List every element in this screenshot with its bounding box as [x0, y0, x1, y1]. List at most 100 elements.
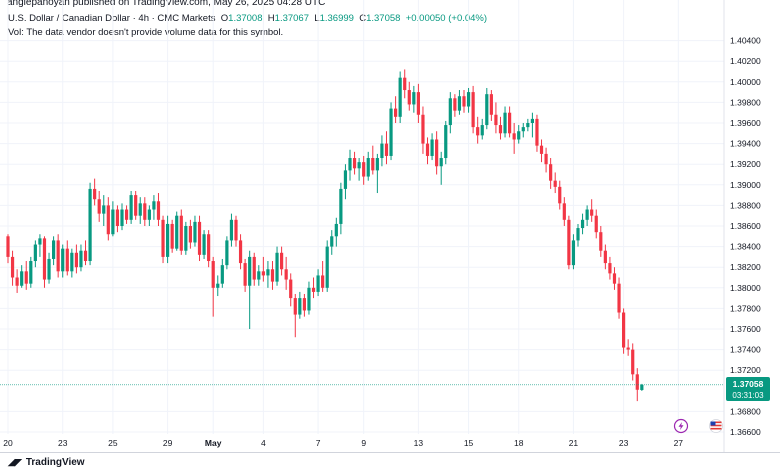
high-value: 1.37067 [274, 13, 309, 24]
candle-body [74, 252, 78, 268]
candle-body [166, 223, 170, 257]
candle-body [24, 271, 28, 284]
price-tick-label: 1.37800 [730, 303, 761, 313]
candle-body [508, 112, 512, 134]
candle-body [143, 203, 147, 220]
symbol-title[interactable]: U.S. Dollar / Canadian Dollar · 4h · CMC… [8, 13, 216, 24]
time-tick-label: 15 [464, 438, 474, 448]
time-tick-label: 4 [261, 438, 266, 448]
candle-body [466, 92, 471, 107]
time-tick-label: 7 [316, 438, 321, 448]
candle-body [188, 226, 192, 243]
candle-body [261, 271, 265, 276]
candle-body [93, 188, 97, 200]
candle-body [357, 162, 361, 169]
candle-body [211, 261, 215, 288]
footer-bar: ◢◤ TradingView [0, 452, 780, 471]
candle-body [339, 188, 343, 224]
candle-body [38, 238, 42, 245]
us-flag-icon[interactable] [709, 419, 723, 433]
candle-body [530, 118, 534, 123]
price-tick-label: 1.38400 [730, 242, 761, 252]
price-tick-label: 1.39200 [730, 159, 761, 169]
candle-body [580, 219, 585, 229]
candle-body [539, 145, 544, 154]
price-tick-label: 1.36600 [730, 427, 761, 437]
candle-body [375, 158, 379, 171]
candle-body [471, 92, 475, 128]
candle-body [6, 236, 10, 257]
candle-body [503, 112, 507, 134]
candle-body [343, 170, 348, 189]
candle-body [293, 298, 297, 315]
candle-body [617, 283, 621, 313]
candle-body [412, 92, 416, 105]
time-tick-label: 21 [569, 438, 579, 448]
candle-body [316, 275, 320, 292]
symbol-legend: U.S. Dollar / Canadian Dollar · 4h · CMC… [8, 13, 487, 24]
candle-body [311, 287, 316, 292]
time-axis[interactable]: 20 23 25 29 May 4 7 9 13 15 18 21 23 27 [3, 438, 683, 448]
candle-body [430, 139, 434, 156]
candle-body [334, 223, 338, 237]
price-tick-label: 1.40400 [730, 36, 761, 46]
candle-body [444, 125, 448, 159]
candle-body [216, 283, 220, 288]
candle-body [238, 240, 243, 264]
low-label: L [314, 13, 320, 24]
candle-body [307, 287, 311, 311]
candle-body [576, 228, 580, 241]
candle-body [83, 250, 88, 262]
time-tick-label: 25 [108, 438, 118, 448]
candle-body [635, 374, 639, 390]
candle-body [120, 209, 124, 226]
candle-body [498, 125, 503, 134]
candle-body [489, 94, 493, 115]
last-price-tag-bg [726, 377, 770, 401]
candle-body [29, 261, 33, 284]
candle-body [289, 279, 293, 299]
flash-icon[interactable] [673, 418, 689, 434]
close-value: 1.37058 [366, 13, 401, 24]
candle-body [348, 158, 352, 171]
candle-body [480, 125, 484, 136]
price-tick-label: 1.38000 [730, 283, 761, 293]
candle-body [202, 234, 206, 255]
candle-body [147, 209, 151, 220]
candle-body [403, 77, 407, 91]
candle-body [193, 221, 197, 243]
candle-body [111, 209, 115, 235]
open-label: O [220, 13, 229, 24]
candle-body [61, 248, 65, 272]
time-tick-label: 29 [163, 438, 173, 448]
candle-body [10, 256, 15, 278]
change-value: +0.00050 (+0.04%) [405, 13, 488, 24]
candle-body [494, 114, 498, 126]
time-tick-label: 23 [58, 438, 68, 448]
candle-body [284, 269, 288, 280]
candle-body [416, 92, 420, 115]
candle-body [20, 271, 24, 286]
price-axis[interactable]: 1.40400 1.40200 1.40000 1.39800 1.39600 1.394… [730, 36, 761, 437]
candle-body [325, 246, 329, 288]
candle-body [553, 180, 557, 187]
candle-body [175, 215, 179, 249]
candle-body [184, 226, 188, 251]
tradingview-logo-text: TradingView [25, 457, 85, 468]
candle-body [225, 240, 229, 266]
candle-body [280, 252, 284, 270]
candlestick-chart[interactable]: 1.40400 1.40200 1.40000 1.39800 1.39600 1.394… [0, 0, 780, 452]
tradingview-logo-icon: ◢◤ [8, 457, 22, 467]
candle-body [124, 209, 129, 220]
candle-body [457, 96, 462, 111]
candle-body [197, 221, 202, 255]
candle-body [394, 108, 398, 117]
candle-body [366, 158, 370, 177]
candles-layer [6, 69, 644, 402]
candle-body [535, 118, 539, 146]
candle-body [608, 263, 612, 274]
tradingview-logo[interactable]: ◢◤ TradingView [8, 457, 85, 468]
candle-body [448, 98, 452, 126]
last-price-tag-countdown: 03:31:03 [732, 391, 764, 400]
